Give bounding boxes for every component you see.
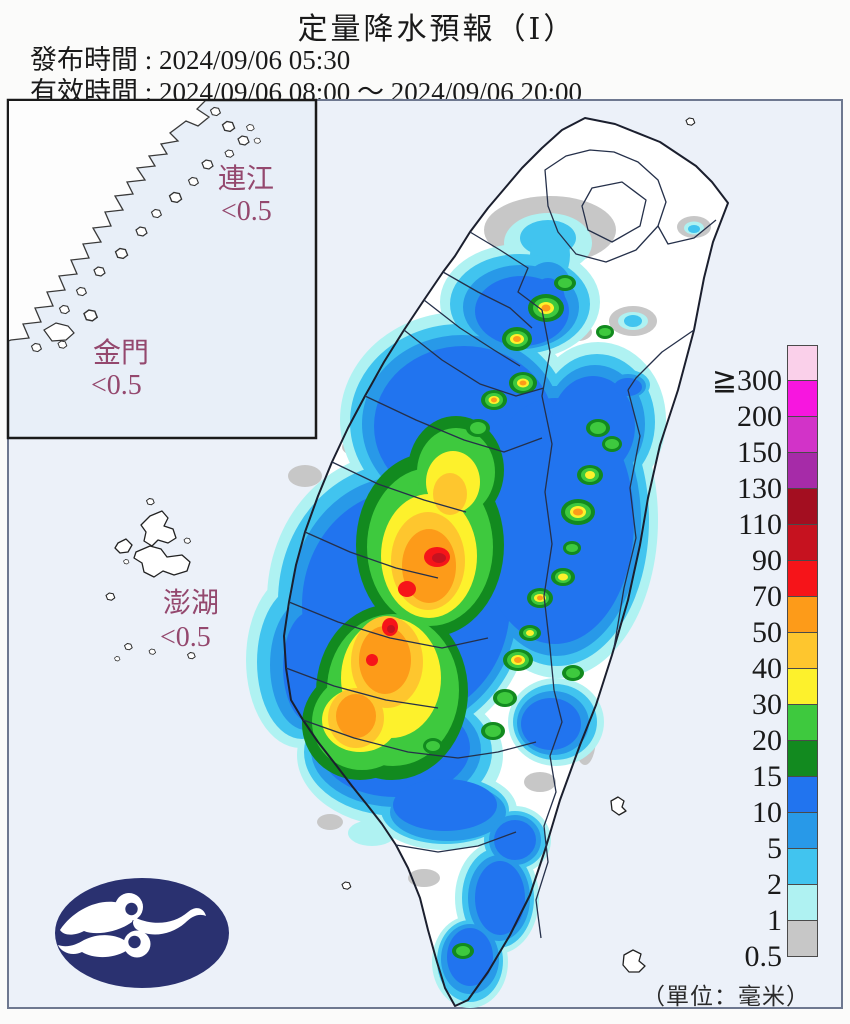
legend-label-20: 20 — [752, 724, 782, 757]
legend-label-10: 10 — [752, 796, 782, 829]
county-borders — [285, 149, 717, 939]
legend-swatch-50 — [787, 596, 818, 633]
legend-label-2: 2 — [767, 868, 782, 901]
penghu-name: 澎湖 — [163, 587, 219, 619]
logo-swirl-eye-top — [125, 902, 138, 916]
legend-swatch-1 — [787, 884, 818, 921]
lianjiang-value: <0.5 — [221, 196, 272, 227]
legend-label-40: 40 — [752, 652, 782, 685]
legend-swatch-130 — [787, 452, 818, 489]
offshore-islands — [105, 117, 696, 973]
legend-labels: ≧300 200 150 130 110 90 70 50 40 30 20 15 10 5 2 1 0.5 — [640, 345, 782, 973]
legend-label-110: 110 — [738, 508, 782, 541]
legend-label-90: 90 — [752, 544, 782, 577]
legend-swatch-5 — [787, 812, 818, 849]
legend-label-1: 1 — [767, 904, 782, 937]
precip-core-west — [302, 416, 504, 780]
legend-label-130: 130 — [737, 472, 782, 505]
legend-swatch-0.5 — [787, 920, 818, 957]
precip-spots — [423, 275, 622, 959]
page-title: 定量降水預報（Ⅰ） — [297, 13, 577, 46]
legend-label-0.5: 0.5 — [744, 940, 783, 973]
legend-swatch-90 — [787, 524, 818, 561]
legend-label-5: 5 — [767, 832, 782, 865]
legend-colorbar — [787, 345, 818, 957]
legend-label-300: ≧300 — [711, 364, 782, 397]
logo-swirl-eye-bottom — [128, 935, 141, 949]
legend-swatch-300 — [787, 345, 818, 381]
kinmen-value: <0.5 — [91, 370, 142, 401]
taiwan-coastline — [283, 117, 729, 1007]
legend-swatch-200 — [787, 380, 818, 417]
inset-map: 連江 <0.5 金門 <0.5 — [6, 98, 318, 440]
legend-label-15: 15 — [752, 760, 782, 793]
legend-swatch-30 — [787, 668, 818, 705]
legend-swatch-15 — [787, 740, 818, 777]
legend-swatch-110 — [787, 488, 818, 525]
mainland-coast — [9, 101, 211, 342]
legend-swatch-2 — [787, 848, 818, 885]
penghu-label: 澎湖 <0.5 — [160, 587, 219, 653]
legend-unit-note: （單位：毫米） — [642, 984, 810, 1009]
kinmen-name: 金門 — [93, 337, 149, 369]
legend-label-50: 50 — [752, 616, 782, 649]
legend-swatch-10 — [787, 776, 818, 813]
legend-swatch-40 — [787, 632, 818, 669]
precip-field — [246, 196, 711, 1008]
legend-label-150: 150 — [737, 436, 782, 469]
legend-label-70: 70 — [752, 580, 782, 613]
legend-swatch-70 — [787, 560, 818, 597]
legend-label-200: 200 — [737, 400, 782, 433]
legend-swatch-20 — [787, 704, 818, 741]
legend-swatch-150 — [787, 416, 818, 453]
cwa-logo — [55, 878, 229, 988]
penghu-value: <0.5 — [160, 622, 211, 653]
issued-time-line: 發布時間 : 2024/09/06 05:30 — [30, 45, 351, 75]
legend-label-30: 30 — [752, 688, 782, 721]
lianjiang-name: 連江 — [218, 163, 274, 195]
inset-islets — [30, 106, 261, 353]
